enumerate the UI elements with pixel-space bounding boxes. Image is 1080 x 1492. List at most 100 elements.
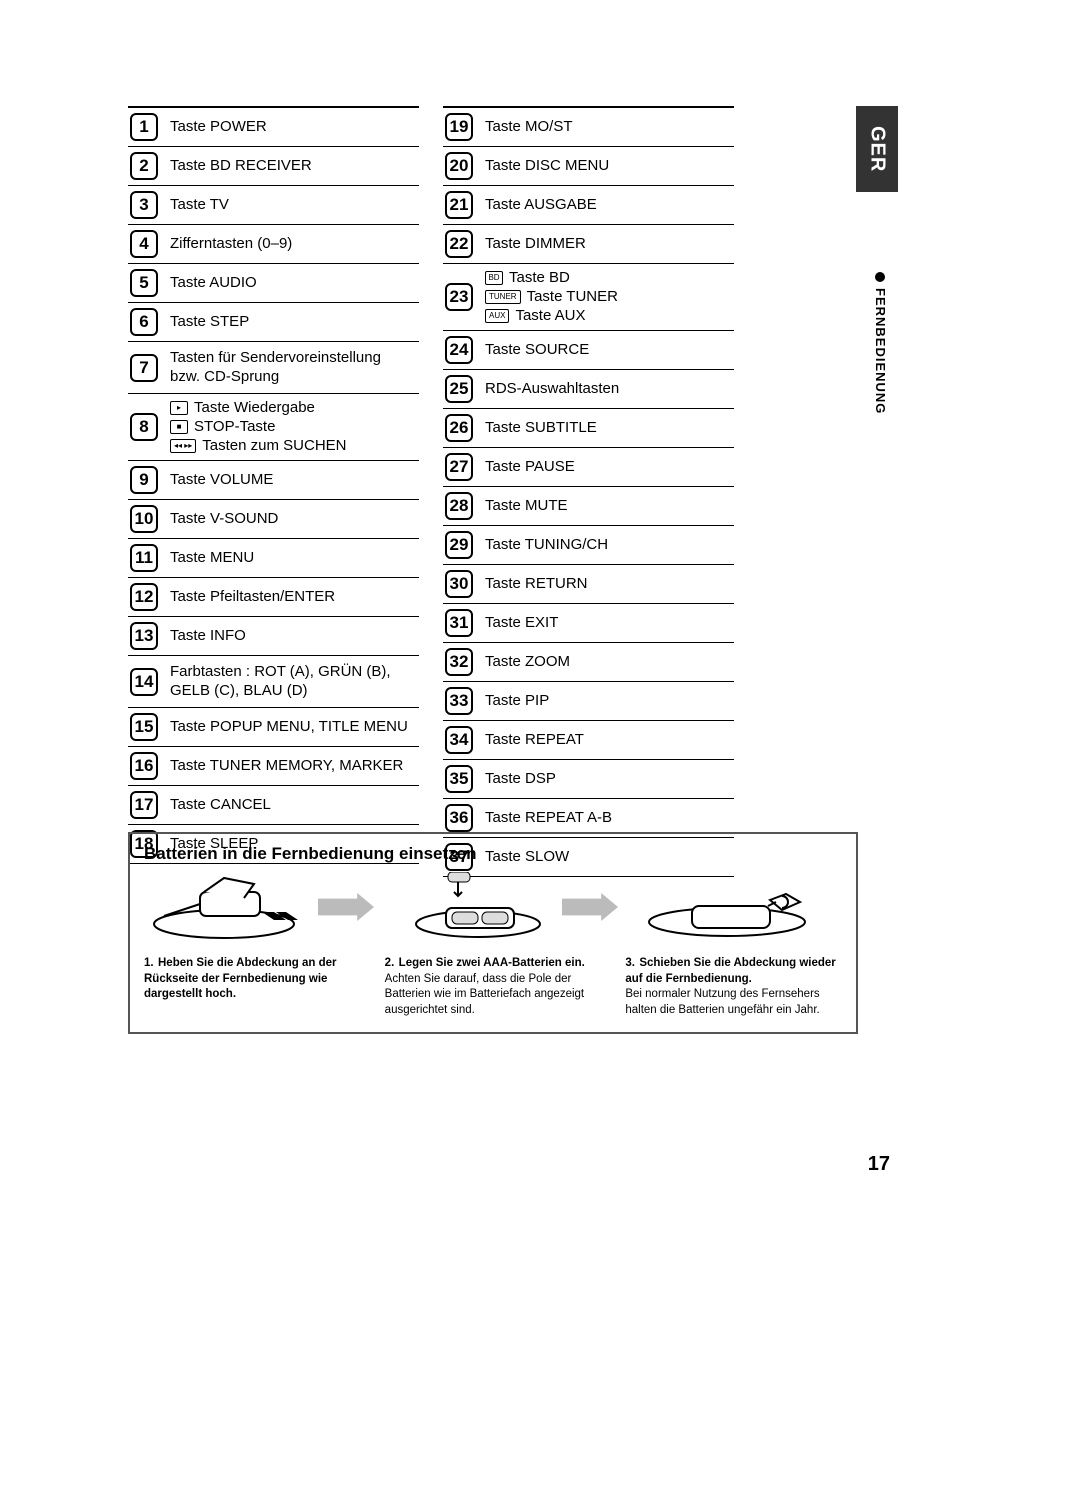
button-reference-row: 9 Taste VOLUME <box>128 461 419 500</box>
button-number: 27 <box>445 453 473 481</box>
button-description-text: Taste Wiedergabe <box>194 399 315 418</box>
battery-step: 1.Heben Sie die Abdeckung an der Rücksei… <box>144 956 361 1018</box>
button-reference-row: 5Taste AUDIO <box>128 264 419 303</box>
battery-illustrations <box>144 872 842 942</box>
button-description: Taste PAUSE <box>485 458 575 477</box>
button-description: Taste REPEAT A-B <box>485 809 612 828</box>
bullet-icon <box>875 272 885 282</box>
button-reference-row: 6Taste STEP <box>128 303 419 342</box>
button-description: Taste BD RECEIVER <box>170 157 312 176</box>
step-number: 3. <box>625 956 639 972</box>
button-description: Taste PIP <box>485 692 549 711</box>
button-number: 33 <box>445 687 473 715</box>
step-number: 2. <box>385 956 399 972</box>
button-reference-row: 12Taste Pfeiltasten/ENTER <box>128 578 419 617</box>
button-number: 1 <box>130 113 158 141</box>
right-column: 19Taste MO/ST20Taste DISC MENU21Taste AU… <box>443 106 734 877</box>
step-number: 1. <box>144 956 158 972</box>
button-reference-row: 7 Tasten für Sendervoreinstellung bzw. CD… <box>128 342 419 394</box>
button-number: 9 <box>130 466 158 494</box>
button-reference-row: 17 Taste CANCEL <box>128 786 419 825</box>
button-reference-row: 31 Taste EXIT <box>443 604 734 643</box>
button-reference-row: 13 Taste INFO <box>128 617 419 656</box>
section-tab: FERNBEDIENUNG <box>873 272 888 414</box>
button-reference-row: 33 Taste PIP <box>443 682 734 721</box>
button-number: 32 <box>445 648 473 676</box>
button-description-line: ■STOP-Taste <box>170 418 347 437</box>
step-bold: Legen Sie zwei AAA-Batterien ein. <box>399 957 585 969</box>
button-reference-row: 24Taste SOURCE <box>443 331 734 370</box>
stop-icon: ■ <box>170 420 188 434</box>
arrow-icon <box>318 893 374 921</box>
play-icon: ▸ <box>170 401 188 415</box>
button-number: 24 <box>445 336 473 364</box>
manual-page: GER FERNBEDIENUNG 1Taste POWER2Taste BD … <box>0 0 1080 1492</box>
button-number: 36 <box>445 804 473 832</box>
button-description: Taste INFO <box>170 627 246 646</box>
button-number: 22 <box>445 230 473 258</box>
button-number: 16 <box>130 752 158 780</box>
button-reference-row: 21Taste AUSGABE <box>443 186 734 225</box>
button-description-text: Taste TUNER <box>527 288 618 307</box>
button-reference-row: 27 Taste PAUSE <box>443 448 734 487</box>
button-reference-row: 10Taste V-SOUND <box>128 500 419 539</box>
button-number: 23 <box>445 283 473 311</box>
button-number: 20 <box>445 152 473 180</box>
step-bold: Schieben Sie die Abdeckung wieder auf di… <box>625 957 835 985</box>
button-reference-row: 1 Taste POWER <box>128 108 419 147</box>
button-number: 15 <box>130 713 158 741</box>
button-number: 7 <box>130 354 158 382</box>
button-reference-row: 26 Taste SUBTITLE <box>443 409 734 448</box>
left-column: 1 Taste POWER 2 Taste BD RECEIVER 3 Taste TV 4… <box>128 106 419 877</box>
button-number: 3 <box>130 191 158 219</box>
button-description: Taste STEP <box>170 313 249 332</box>
arrow-icon <box>562 893 618 921</box>
button-description: Taste TV <box>170 196 229 215</box>
tuner-icon: TUNER <box>485 290 521 304</box>
button-reference-row: 22 Taste DIMMER <box>443 225 734 264</box>
button-number: 30 <box>445 570 473 598</box>
button-description: Taste AUDIO <box>170 274 257 293</box>
button-number: 26 <box>445 414 473 442</box>
button-description: Taste Pfeiltasten/ENTER <box>170 588 335 607</box>
button-description: ▸ Taste Wiedergabe■STOP-Taste◂◂ ▸▸Tasten … <box>170 399 347 455</box>
button-number: 31 <box>445 609 473 637</box>
battery-illustration-2 <box>388 872 548 942</box>
button-description: Zifferntasten (0–9) <box>170 235 292 254</box>
bd-icon: BD <box>485 271 503 285</box>
button-number: 13 <box>130 622 158 650</box>
button-number: 10 <box>130 505 158 533</box>
button-description: Taste MENU <box>170 549 254 568</box>
button-description: Taste VOLUME <box>170 471 273 490</box>
button-description: Taste REPEAT <box>485 731 584 750</box>
button-description: Taste DIMMER <box>485 235 586 254</box>
button-description-line: AUXTaste AUX <box>485 307 618 326</box>
button-description: Taste SUBTITLE <box>485 419 597 438</box>
button-reference-row: 28Taste MUTE <box>443 487 734 526</box>
button-description: Taste TUNER MEMORY, MARKER <box>170 757 403 776</box>
step-bold: Heben Sie die Abdeckung an der Rückseite… <box>144 957 337 1000</box>
button-description: Taste RETURN <box>485 575 588 594</box>
button-number: 17 <box>130 791 158 819</box>
button-description: Taste POWER <box>170 118 267 137</box>
button-description: Taste CANCEL <box>170 796 271 815</box>
button-description: Taste ZOOM <box>485 653 570 672</box>
button-number: 21 <box>445 191 473 219</box>
button-description-text: Tasten zum SUCHEN <box>202 437 346 456</box>
button-reference-row: 29Taste TUNING/CH <box>443 526 734 565</box>
button-reference-row: 34Taste REPEAT <box>443 721 734 760</box>
button-reference-row: 15Taste POPUP MENU, TITLE MENU <box>128 708 419 747</box>
page-number: 17 <box>868 1153 890 1176</box>
button-number: 25 <box>445 375 473 403</box>
button-number: 4 <box>130 230 158 258</box>
button-number: 2 <box>130 152 158 180</box>
button-reference-row: 4 Zifferntasten (0–9) <box>128 225 419 264</box>
button-reference-row: 32 Taste ZOOM <box>443 643 734 682</box>
button-reference-row: 3 Taste TV <box>128 186 419 225</box>
button-number: 14 <box>130 668 158 696</box>
button-description-line: ◂◂ ▸▸Tasten zum SUCHEN <box>170 437 347 456</box>
battery-illustration-3 <box>632 872 812 942</box>
button-description: Taste EXIT <box>485 614 558 633</box>
button-description: Taste MO/ST <box>485 118 573 137</box>
button-description: Tasten für Sendervoreinstellung bzw. CD-… <box>170 349 415 387</box>
